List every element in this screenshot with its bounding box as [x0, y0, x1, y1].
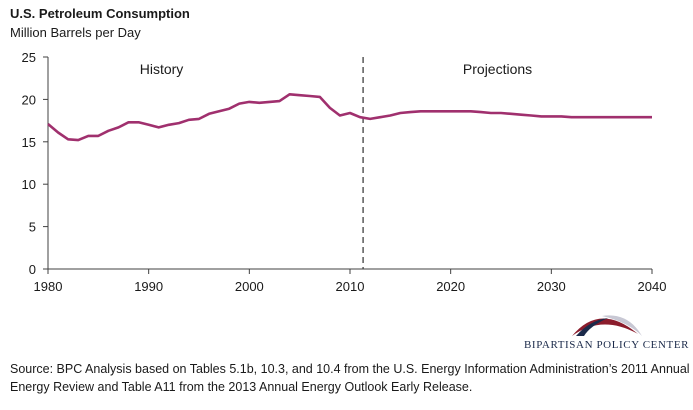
x-tick-label: 1990 [134, 279, 163, 294]
y-tick-label: 5 [29, 220, 36, 235]
y-axis-unit-label: Million Barrels per Day [10, 25, 141, 40]
y-tick-label: 25 [22, 50, 36, 65]
consumption-series-line [47, 93, 652, 142]
x-tick-label: 2020 [436, 279, 465, 294]
x-tick-label: 2040 [638, 279, 667, 294]
source-note: Source: BPC Analysis based on Tables 5.1… [10, 362, 690, 394]
x-tick-label: 2010 [336, 279, 365, 294]
y-tick-label: 20 [22, 92, 36, 107]
chart-title: U.S. Petroleum Consumption [10, 6, 190, 21]
logo-text: BIPARTISAN POLICY CENTER [524, 339, 690, 351]
x-tick-label: 2030 [537, 279, 566, 294]
x-tick-label: 2000 [235, 279, 264, 294]
y-tick-label: 10 [22, 177, 36, 192]
y-tick-label: 15 [22, 135, 36, 150]
projections-label: Projections [463, 61, 532, 77]
history-label: History [140, 61, 184, 77]
x-tick-label: 1980 [34, 279, 63, 294]
y-tick-label: 0 [29, 262, 36, 277]
bpc-logo-icon [572, 315, 642, 336]
